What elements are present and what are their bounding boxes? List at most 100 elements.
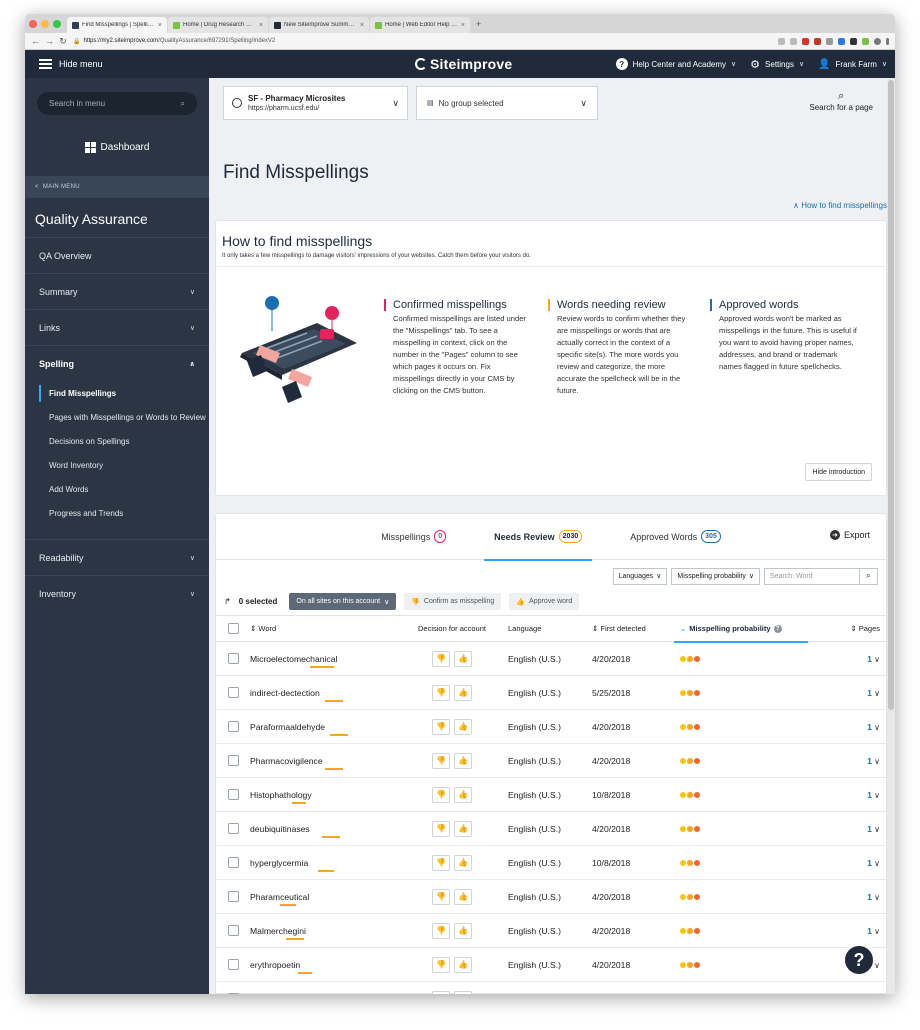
user-menu[interactable]: 👤 Frank Farm ∨ [818, 59, 887, 70]
first-detected-column-header[interactable]: ⇕ First detected [586, 624, 674, 633]
chevron-down-icon[interactable]: ∨ [871, 892, 880, 902]
close-tab-icon[interactable]: × [157, 21, 162, 29]
tab-approved-words[interactable]: Approved Words 305 [620, 514, 731, 560]
chevron-down-icon[interactable]: ∨ [871, 858, 880, 868]
browser-tab[interactable]: Home | Drug Research Unit (D× [168, 17, 268, 33]
thumbs-down-icon[interactable]: 👎 [432, 888, 450, 905]
row-checkbox[interactable] [227, 959, 239, 970]
word-search-input[interactable]: Search: Word ⌕ [764, 567, 878, 585]
group-selector[interactable]: ▤ No group selected ∨ [416, 86, 598, 120]
chevron-down-icon[interactable]: ∨ [871, 926, 880, 936]
thumbs-up-icon[interactable]: 👍 [454, 752, 472, 769]
tab-needs-review[interactable]: Needs Review 2030 [484, 514, 593, 561]
extension-gray-icon[interactable] [826, 37, 833, 45]
row-checkbox[interactable] [227, 687, 239, 698]
scope-dropdown[interactable]: On all sites on this account ∨ [289, 593, 397, 610]
row-checkbox[interactable] [227, 653, 239, 664]
chevron-down-icon[interactable]: ∨ [871, 722, 880, 732]
thumbs-down-icon[interactable]: 👎 [432, 956, 450, 973]
chevron-down-icon[interactable]: ∨ [871, 688, 880, 698]
close-tab-icon[interactable]: × [359, 21, 364, 29]
pages-column-header[interactable]: ⇕ Pages [814, 624, 886, 633]
extension-multi-icon[interactable] [814, 37, 821, 45]
close-tab-icon[interactable]: × [460, 21, 465, 29]
word-text[interactable]: Pharmacovigilence [250, 756, 343, 770]
row-checkbox[interactable] [227, 857, 239, 868]
url-field[interactable]: 🔒 https://my2.siteimprove.com/QualityAss… [73, 38, 772, 45]
bookmark-star-icon[interactable] [790, 37, 797, 45]
thumbs-up-icon[interactable]: 👍 [454, 718, 472, 735]
close-tab-icon[interactable]: × [258, 21, 263, 29]
row-checkbox[interactable] [227, 721, 239, 732]
extension-red-icon[interactable] [802, 37, 809, 45]
main-menu-back[interactable]: < MAIN MENU [25, 176, 209, 198]
thumbs-down-icon[interactable]: 👎 [432, 990, 450, 994]
chevron-down-icon[interactable]: ∨ [871, 756, 880, 766]
extension-blue-icon[interactable] [838, 37, 845, 45]
confirm-misspelling-button[interactable]: 👎 Confirm as misspelling [404, 593, 502, 610]
thumbs-down-icon[interactable]: 👎 [432, 684, 450, 701]
word-text[interactable]: Malmerchegini [250, 926, 306, 940]
thumbs-down-icon[interactable]: 👎 [432, 718, 450, 735]
thumbs-up-icon[interactable]: 👍 [454, 922, 472, 939]
row-checkbox[interactable] [227, 789, 239, 800]
info-icon[interactable]: ? [773, 624, 782, 633]
hide-introduction-button[interactable]: Hide introduction [805, 463, 872, 481]
minimize-window-icon[interactable] [41, 19, 49, 28]
chevron-down-icon[interactable]: ∨ [871, 824, 880, 834]
word-text[interactable]: Pharamceutical [250, 892, 309, 906]
word-text[interactable]: erythropoetin [250, 960, 312, 974]
thumbs-down-icon[interactable]: 👎 [432, 786, 450, 803]
thumbs-down-icon[interactable]: 👎 [432, 752, 450, 769]
languages-filter[interactable]: Languages ∨ [612, 567, 668, 585]
pages-count-link[interactable]: 1 [867, 721, 872, 732]
tab-misspellings[interactable]: Misspellings 0 [371, 514, 456, 560]
thumbs-up-icon[interactable]: 👍 [454, 854, 472, 871]
word-text[interactable]: Microelectomechanical [250, 654, 337, 668]
sidebar-item-inventory[interactable]: Inventory ∨ [25, 575, 209, 611]
help-center-menu[interactable]: ? Help Center and Academy ∨ [615, 58, 736, 70]
search-page-button[interactable]: ⌕ Search for a page [809, 90, 873, 112]
browser-tab[interactable]: New Siteimprove Summer 2018× [269, 17, 369, 33]
chevron-down-icon[interactable]: ∨ [871, 654, 880, 664]
pages-count-link[interactable]: 1 [867, 925, 872, 936]
how-to-link[interactable]: ∧ How to find misspellings [793, 201, 887, 210]
siteimprove-logo[interactable]: Siteimprove [415, 56, 512, 72]
thumbs-up-icon[interactable]: 👍 [454, 990, 472, 994]
pages-count-link[interactable]: 1 [867, 755, 872, 766]
extension-green-icon[interactable] [862, 37, 869, 45]
probability-filter[interactable]: Misspelling probability ∨ [671, 567, 760, 585]
row-checkbox[interactable] [227, 993, 239, 994]
hide-menu-button[interactable]: Hide menu [25, 59, 225, 69]
export-button[interactable]: ➜ Export [829, 530, 870, 540]
word-text[interactable]: indirect-dectection [250, 688, 343, 702]
word-text[interactable]: Histophathology [250, 790, 312, 804]
sidebar-subitem[interactable]: Pages with Misspellings or Words to Revi… [49, 413, 206, 422]
sidebar-subitem[interactable]: Decisions on Spellings [49, 437, 130, 446]
thumbs-up-icon[interactable]: 👍 [454, 956, 472, 973]
select-all-checkbox[interactable] [227, 623, 239, 634]
close-window-icon[interactable] [29, 19, 37, 28]
row-checkbox[interactable] [227, 891, 239, 902]
pages-count-link[interactable]: 1 [867, 823, 872, 834]
sidebar-subitem[interactable]: Find Misspellings [25, 385, 209, 402]
sidebar-item-qa-overview[interactable]: QA Overview [25, 237, 209, 273]
pages-count-link[interactable]: 1 [867, 789, 872, 800]
word-column-header[interactable]: ⇕ Word [244, 624, 402, 633]
sidebar-subitem[interactable]: Progress and Trends [49, 509, 124, 518]
word-text[interactable]: deubiquitinases [250, 824, 340, 838]
thumbs-up-icon[interactable]: 👍 [454, 820, 472, 837]
browser-tab[interactable]: Find Misspellings | Spelling | Si× [67, 17, 167, 33]
reload-icon[interactable]: ↻ [59, 35, 67, 46]
browser-menu-icon[interactable] [886, 37, 889, 45]
pages-count-link[interactable]: 1 [867, 994, 872, 995]
browser-tab[interactable]: Home | Web Editor Help Pages× [370, 17, 470, 33]
thumbs-down-icon[interactable]: 👎 [432, 922, 450, 939]
extension-dark-icon[interactable] [850, 37, 857, 45]
pages-count-link[interactable]: 1 [867, 857, 872, 868]
help-button[interactable]: ? [843, 944, 875, 976]
row-checkbox[interactable] [227, 755, 239, 766]
sidebar-item-spelling[interactable]: Spelling ∧ [25, 345, 209, 381]
word-text[interactable]: biofunctional [250, 994, 298, 995]
chevron-down-icon[interactable]: ∨ [871, 960, 880, 970]
